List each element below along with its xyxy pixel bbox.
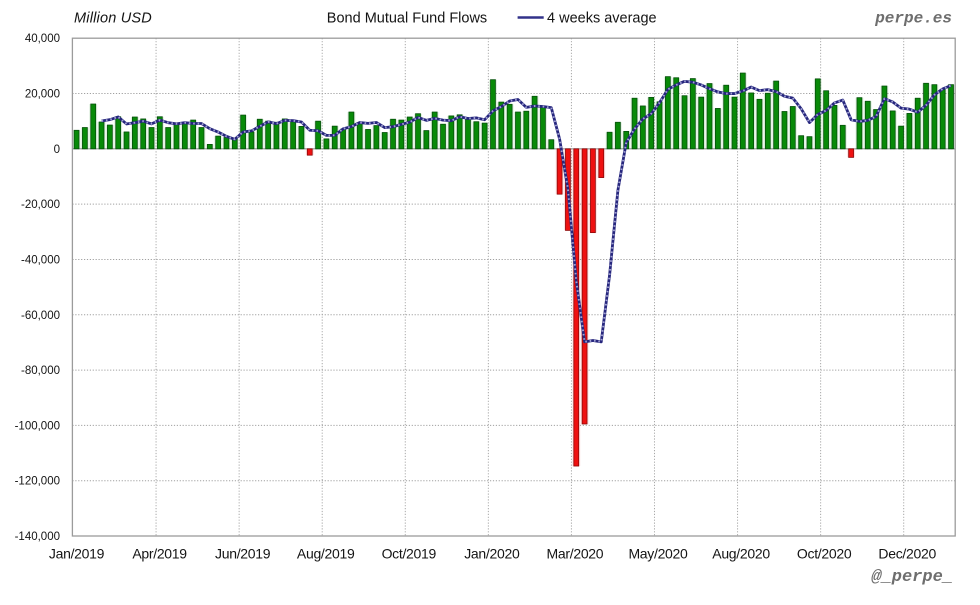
- svg-text:-20,000: -20,000: [21, 199, 60, 211]
- svg-text:-120,000: -120,000: [15, 476, 60, 488]
- svg-text:-100,000: -100,000: [15, 420, 60, 432]
- svg-text:-80,000: -80,000: [21, 365, 60, 377]
- svg-text:Apr/2019: Apr/2019: [132, 546, 187, 562]
- svg-text:May/2020: May/2020: [628, 546, 688, 562]
- svg-text:0: 0: [54, 144, 60, 156]
- svg-text:Aug/2020: Aug/2020: [712, 546, 770, 562]
- svg-text:-140,000: -140,000: [15, 531, 60, 543]
- svg-text:Oct/2020: Oct/2020: [797, 546, 852, 562]
- svg-text:perpe.es: perpe.es: [874, 10, 952, 28]
- svg-text:Dec/2020: Dec/2020: [878, 546, 936, 562]
- svg-text:Jun/2019: Jun/2019: [215, 546, 271, 562]
- svg-text:Oct/2019: Oct/2019: [382, 546, 437, 562]
- svg-text:20,000: 20,000: [25, 89, 60, 101]
- svg-text:-40,000: -40,000: [21, 254, 60, 266]
- svg-text:-60,000: -60,000: [21, 310, 60, 322]
- svg-text:4 weeks average: 4 weeks average: [547, 10, 657, 26]
- svg-text:Aug/2019: Aug/2019: [297, 546, 355, 562]
- svg-text:Million USD: Million USD: [74, 10, 152, 26]
- svg-text:Jan/2019: Jan/2019: [49, 546, 105, 562]
- svg-text:Mar/2020: Mar/2020: [547, 546, 604, 562]
- svg-text:40,000: 40,000: [25, 33, 60, 45]
- svg-text:@_perpe_: @_perpe_: [871, 568, 953, 587]
- svg-text:Bond Mutual Fund Flows: Bond Mutual Fund Flows: [327, 10, 487, 26]
- svg-text:Jan/2020: Jan/2020: [464, 546, 520, 562]
